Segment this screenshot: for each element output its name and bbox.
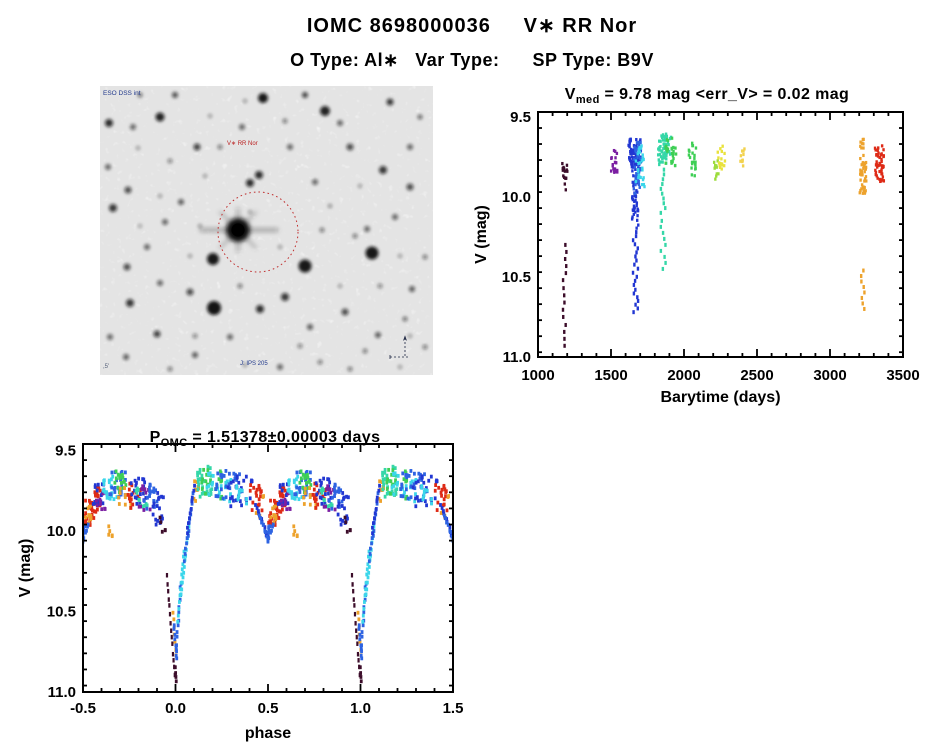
svg-text:2000: 2000 [667, 367, 700, 384]
time-series-plot: 1000 1500 2000 2500 3000 3500 9.5 10.0 10.5 11.0 B… [473, 109, 920, 406]
phaseplot-title: POMC = 1.51378±0.00003 days [35, 429, 495, 449]
phase-folded-plot: -0.5 0.0 0.5 1.0 1.5 9.5 10.0 10.5 11.0 phase V (m… [18, 442, 464, 742]
svg-text:1000: 1000 [521, 367, 554, 384]
svg-text:V (mag): V (mag) [473, 205, 490, 264]
svg-text:10.5: 10.5 [502, 269, 531, 286]
svg-text:-0.5: -0.5 [70, 700, 96, 717]
svg-text:3000: 3000 [813, 367, 846, 384]
svg-text:Barytime (days): Barytime (days) [660, 389, 780, 406]
svg-text:ESO DSS int: ESO DSS int [103, 90, 141, 97]
title-part: = 1.51378±0.00003 days [187, 429, 381, 446]
svg-text:1.0: 1.0 [350, 700, 371, 717]
svg-text:10.0: 10.0 [502, 189, 531, 206]
timeplot-title: Vmed = 9.78 mag <err_V> = 0.02 mag [470, 86, 944, 106]
svg-text:3500: 3500 [886, 367, 919, 384]
svg-text:,5': ,5' [103, 364, 109, 370]
svg-text:J: IPS 205: J: IPS 205 [240, 361, 268, 367]
page-subtitle: O Type: Al∗ Var Type: SP Type: B9V [290, 50, 654, 70]
svg-text:9.5: 9.5 [510, 109, 531, 126]
svg-text:11.0: 11.0 [503, 349, 531, 366]
svg-text:V (mag): V (mag) [18, 539, 34, 598]
title-part: = 9.78 mag <err_V> = 0.02 mag [599, 86, 850, 103]
svg-text:phase: phase [245, 725, 291, 742]
finder-chart-image: ESO DSS int V∗ RR Nor J: IPS 205 ,5' [100, 86, 433, 375]
svg-text:11.0: 11.0 [48, 684, 76, 701]
page-title: IOMC 8698000036 V∗ RR Nor [306, 15, 638, 37]
svg-text:V∗ RR Nor: V∗ RR Nor [227, 141, 258, 147]
svg-text:0.5: 0.5 [258, 700, 279, 717]
svg-text:1500: 1500 [594, 367, 627, 384]
title-part: P [149, 429, 161, 446]
svg-text:9.5: 9.5 [55, 442, 76, 459]
svg-text:10.0: 10.0 [47, 523, 76, 540]
svg-text:1.5: 1.5 [443, 700, 464, 717]
title-subscript: med [575, 94, 600, 107]
svg-text:2500: 2500 [740, 367, 773, 384]
svg-text:0.0: 0.0 [165, 700, 186, 717]
svg-text:10.5: 10.5 [47, 603, 76, 620]
title-part: V [564, 86, 576, 103]
